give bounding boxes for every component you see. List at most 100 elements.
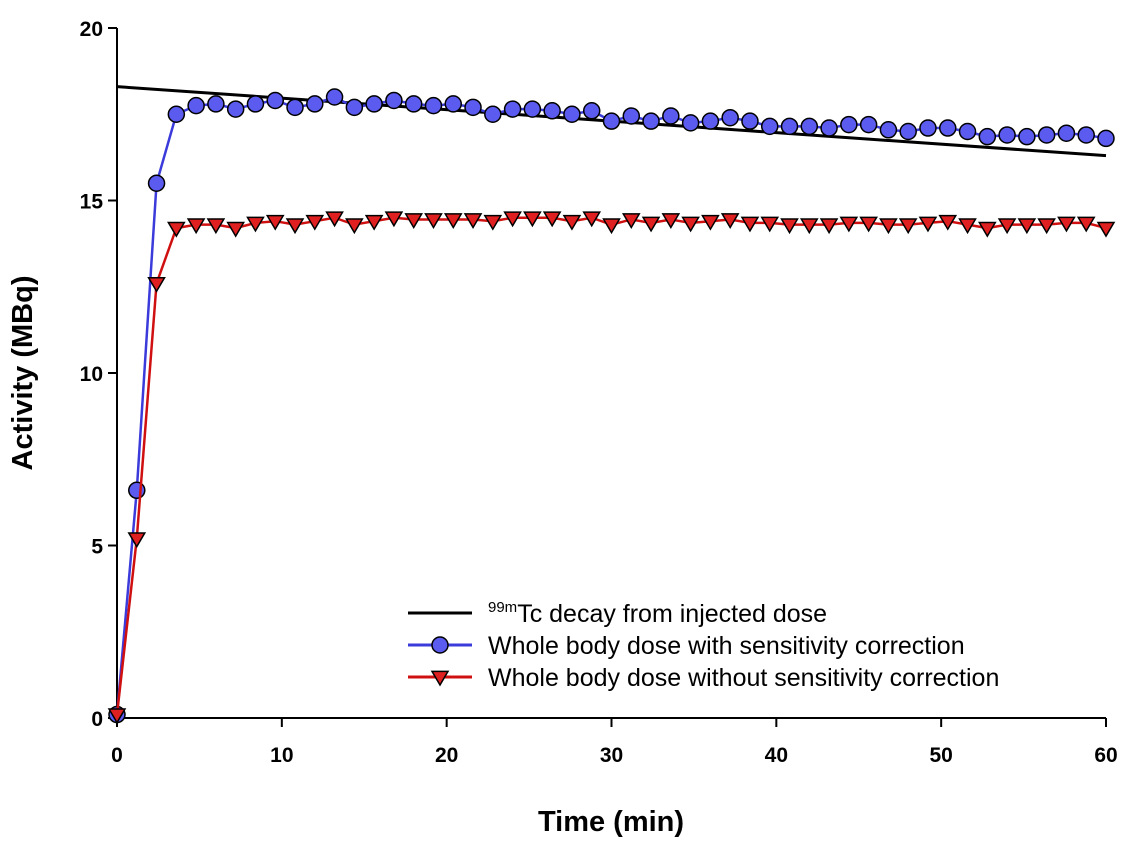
data-point-with-correction [859,115,878,134]
data-point-without-correction [621,213,641,229]
data-point-without-correction [443,213,463,229]
y-tick-label: 5 [91,536,103,559]
data-point-with-correction [207,95,225,113]
legend-label-superscript: 99m [488,599,517,616]
x-tick-label: 40 [765,744,788,767]
data-point-without-correction [898,218,918,235]
data-point-with-correction [147,174,166,192]
data-point-with-correction [840,115,858,134]
data-point-without-correction [879,218,898,235]
data-point-without-correction [681,216,700,233]
data-point-with-correction [939,119,957,137]
data-point-without-correction [265,214,285,231]
y-tick-label: 15 [80,191,104,214]
data-point-with-correction [721,108,739,127]
data-point-with-correction [741,112,759,130]
data-point-without-correction [661,213,681,229]
data-point-with-correction [365,95,383,113]
legend-circle-marker [431,636,449,654]
legend-label-text: Tc decay from injected dose [517,600,827,628]
data-point-without-correction [799,218,819,235]
data-point-without-correction [226,221,245,238]
data-point-with-correction [503,100,522,118]
data-point-without-correction [1017,218,1037,235]
x-tick-label: 30 [600,744,623,767]
data-point-with-correction [1037,126,1056,144]
data-point-with-correction [919,119,937,137]
data-point-with-correction [958,122,977,141]
data-point-without-correction [859,216,878,233]
data-point-without-correction [997,218,1017,235]
data-point-with-correction [345,98,364,117]
data-point-without-correction [602,218,621,235]
data-point-with-correction [187,96,205,115]
data-point-without-correction [345,218,364,235]
data-point-without-correction [127,532,147,549]
data-point-with-correction [998,126,1016,144]
x-tick-label: 50 [929,744,952,767]
data-point-with-correction [325,88,344,106]
data-point-without-correction [701,214,720,231]
x-tick-label: 20 [435,744,458,767]
data-point-without-correction [582,211,602,228]
data-point-with-correction [464,98,482,117]
data-point-without-correction [1076,216,1096,233]
data-point-without-correction [167,221,186,238]
data-point-without-correction [562,214,582,231]
data-point-with-correction [306,95,324,113]
data-point-without-correction [1057,216,1076,233]
data-point-with-correction [602,112,621,130]
data-point-with-correction [385,91,403,110]
data-point-with-correction [622,107,641,125]
legend-triangle-marker [430,670,450,687]
data-point-without-correction [503,211,522,228]
y-tick-label: 10 [80,363,103,386]
data-point-with-correction [563,105,581,123]
data-point-with-correction [820,119,838,137]
data-point-with-correction [800,117,819,136]
data-point-without-correction [958,218,977,235]
data-point-with-correction [484,105,502,123]
legend-label-1: Whole body dose with sensitivity correct… [488,632,965,660]
data-point-with-correction [1097,129,1115,148]
data-point-without-correction [384,211,404,228]
data-point-without-correction [542,211,562,228]
data-point-without-correction [285,218,305,235]
data-point-without-correction [1037,218,1056,235]
data-point-without-correction [740,216,760,233]
data-point-with-correction [246,95,265,113]
data-point-with-correction [760,117,779,136]
data-point-without-correction [325,211,344,228]
data-point-without-correction [641,216,661,233]
x-tick-label: 60 [1094,744,1117,767]
data-point-without-correction [364,214,384,231]
y-tick-label: 20 [80,18,103,41]
x-tick-label: 10 [270,744,293,767]
data-point-without-correction [147,276,166,293]
y-axis-title: Activity (MBq) [7,276,39,471]
data-point-without-correction [978,221,997,238]
data-point-with-correction [879,121,898,139]
data-point-with-correction [582,102,601,120]
legend: 99mTc decay from injected dose Whole body… [408,599,999,692]
data-point-without-correction [1096,221,1116,238]
x-axis-title: Time (min) [538,806,684,838]
data-point-without-correction [463,213,483,229]
data-point-without-correction [186,218,206,235]
data-point-without-correction [424,213,443,229]
data-point-with-correction [543,102,561,120]
data-point-without-correction [938,214,958,231]
data-point-with-correction [444,95,463,113]
data-point-with-correction [642,112,660,130]
series-layer [107,85,1116,725]
legend-label-2: Whole body dose without sensitivity corr… [488,664,999,692]
data-point-with-correction [662,107,680,125]
data-point-with-correction [424,96,443,115]
data-point-with-correction [701,112,720,130]
data-point-with-correction [523,100,542,118]
data-point-with-correction [128,481,146,500]
axes: 0 10 20 30 40 50 60 0 5 10 15 20 [80,18,1118,767]
data-point-with-correction [167,105,186,123]
data-point-without-correction [819,218,839,235]
